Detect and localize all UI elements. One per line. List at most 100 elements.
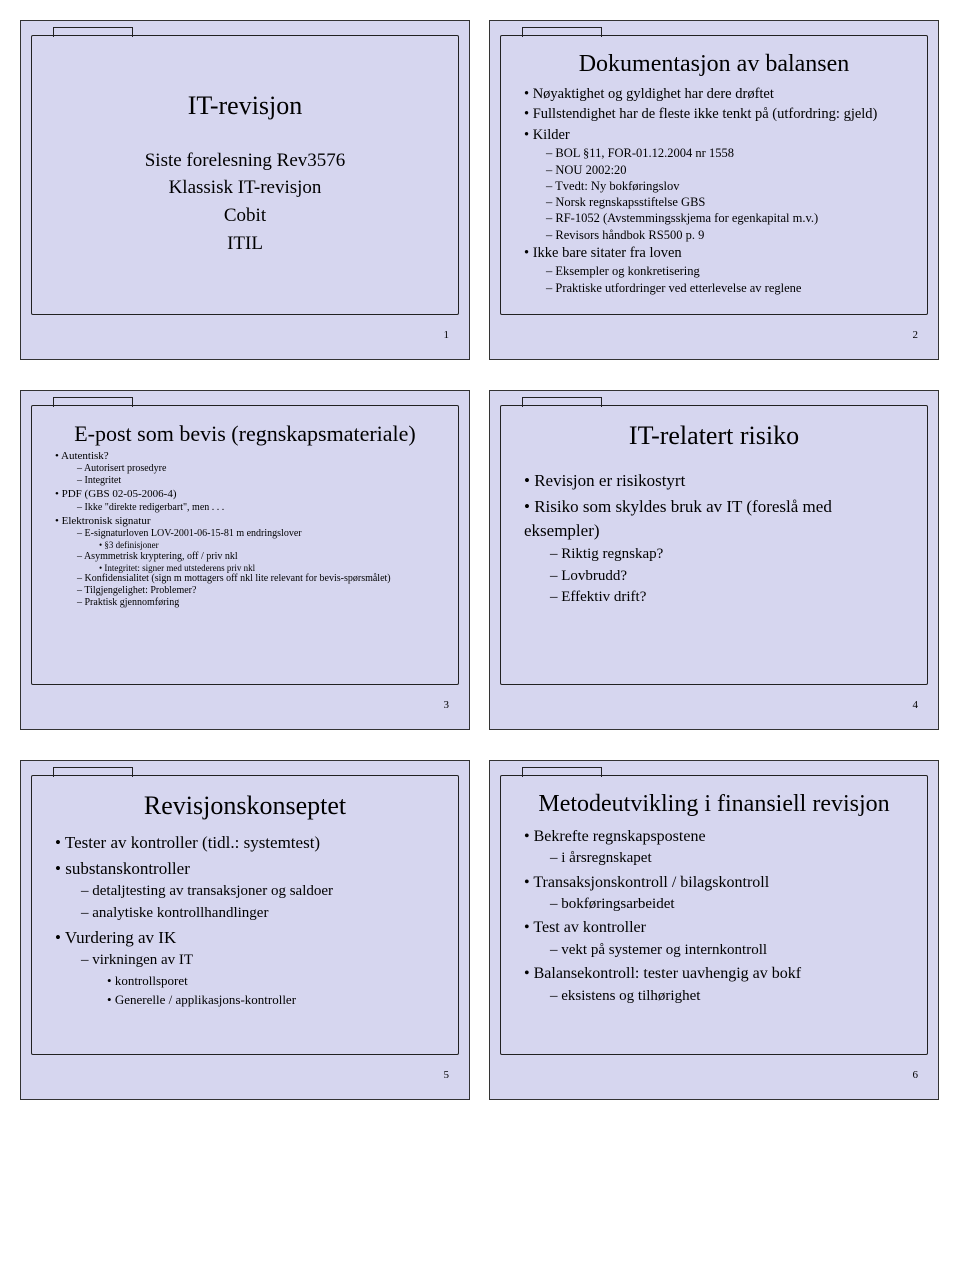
slide-content: IT-relatert risiko Revisjon er risikosty… — [504, 409, 924, 691]
bullet-list: Tester av kontroller (tidl.: systemtest)… — [49, 831, 441, 1010]
bullet-list: Autentisk? Autorisert prosedyre Integrit… — [49, 450, 441, 609]
bullet: Transaksjonskontroll / bilagskontroll bo… — [524, 871, 910, 916]
page-number: 3 — [444, 699, 450, 711]
sub-bullet: Praktiske utfordringer ved etterlevelse … — [546, 280, 910, 296]
slide-tab-decoration — [522, 767, 602, 777]
bullet: Balansekontroll: tester uavhengig av bok… — [524, 962, 910, 1007]
sub2-bullet-list: Integritet: signer med utstederens priv … — [77, 563, 441, 574]
slide-4: IT-relatert risiko Revisjon er risikosty… — [489, 390, 939, 730]
page-number: 1 — [444, 329, 450, 341]
subtitle-line: ITIL — [49, 230, 441, 258]
sub-bullet: Riktig regnskap? — [550, 544, 910, 566]
sub2-bullet-list: kontrollsporet Generelle / applikasjons-… — [81, 972, 441, 1010]
bullet-list: Nøyaktighet og gyldighet har dere drøfte… — [518, 85, 910, 296]
sub2-bullet: Generelle / applikasjons-kontroller — [107, 991, 441, 1010]
bullet-list: Bekrefte regnskapspostene i årsregnskape… — [518, 825, 910, 1008]
sub2-bullet: Integritet: signer med utstederens priv … — [99, 563, 441, 574]
sub-bullet: Ikke "direkte redigerbart", men . . . — [77, 502, 441, 514]
sub-bullet-list: Ikke "direkte redigerbart", men . . . — [55, 502, 441, 514]
sub-bullet: Autorisert prosedyre — [77, 463, 441, 475]
sub2-bullet-list: §3 definisjoner — [77, 540, 441, 551]
bullet-text: Elektronisk signatur — [62, 515, 151, 527]
bullet: Autentisk? Autorisert prosedyre Integrit… — [55, 450, 441, 487]
bullet: Test av kontroller vekt på systemer og i… — [524, 916, 910, 961]
sub-bullet: Konfidensialitet (sign m mottagers off n… — [77, 573, 441, 585]
bullet-text: substanskontroller — [65, 859, 190, 878]
bullet: Ikke bare sitater fra loven Eksempler og… — [524, 244, 910, 296]
sub-bullet-list: Eksempler og konkretisering Praktiske ut… — [524, 263, 910, 296]
bullet-text: Kilder — [533, 127, 570, 143]
slide-tab-decoration — [53, 767, 133, 777]
slide-title: Metodeutvikling i finansiell revisjon — [518, 791, 910, 819]
slide-content: Metodeutvikling i finansiell revisjon Be… — [504, 779, 924, 1061]
slide-content: E-post som bevis (regnskapsmateriale) Au… — [35, 409, 455, 691]
sub-bullet: detaljtesting av transaksjoner og saldoe… — [81, 881, 441, 903]
sub2-bullet: kontrollsporet — [107, 972, 441, 991]
bullet: Fullstendighet har de fleste ikke tenkt … — [524, 105, 910, 125]
subtitle-line: Siste forelesning Rev3576 — [49, 147, 441, 175]
sub-bullet: Integritet — [77, 475, 441, 487]
slide-content: Revisjonskonseptet Tester av kontroller … — [35, 779, 455, 1061]
sub-bullet-list: Autorisert prosedyre Integritet — [55, 463, 441, 487]
slide-3: E-post som bevis (regnskapsmateriale) Au… — [20, 390, 470, 730]
bullet: Risiko som skyldes bruk av IT (foreslå m… — [524, 495, 910, 610]
sub-bullet-list: bokføringsarbeidet — [524, 894, 910, 916]
sub-bullet: Eksempler og konkretisering — [546, 263, 910, 279]
sub-bullet: virkningen av IT kontrollsporet Generell… — [81, 950, 441, 1009]
slide-6: Metodeutvikling i finansiell revisjon Be… — [489, 760, 939, 1100]
subtitle-block: Siste forelesning Rev3576 Klassisk IT-re… — [49, 147, 441, 257]
slide-content: Dokumentasjon av balansen Nøyaktighet og… — [504, 39, 924, 321]
sub-bullet: Praktisk gjennomføring — [77, 597, 441, 609]
sub-bullet: BOL §11, FOR-01.12.2004 nr 1558 — [546, 145, 910, 161]
bullet-text: Bekrefte regnskapspostene — [534, 828, 706, 845]
sub-bullet: Norsk regnskapsstiftelse GBS — [546, 194, 910, 210]
sub-bullet: vekt på systemer og internkontroll — [550, 940, 910, 962]
sub-bullet: NOU 2002:20 — [546, 162, 910, 178]
sub-bullet: Lovbrudd? — [550, 566, 910, 588]
slide-title: E-post som bevis (regnskapsmateriale) — [49, 421, 441, 446]
sub-bullet-list: i årsregnskapet — [524, 848, 910, 870]
slide-tab-decoration — [522, 27, 602, 37]
sub-bullet-list: E-signaturloven LOV-2001-06-15-81 m endr… — [55, 528, 441, 610]
sub-bullet-list: Riktig regnskap? Lovbrudd? Effektiv drif… — [524, 544, 910, 609]
bullet-text: Ikke bare sitater fra loven — [533, 245, 682, 261]
sub-bullet-list: vekt på systemer og internkontroll — [524, 940, 910, 962]
bullet: Kilder BOL §11, FOR-01.12.2004 nr 1558 N… — [524, 126, 910, 243]
sub-bullet-text: virkningen av IT — [92, 952, 193, 968]
bullet: Vurdering av IK virkningen av IT kontrol… — [55, 926, 441, 1010]
bullet: PDF (GBS 02-05-2006-4) Ikke "direkte red… — [55, 488, 441, 513]
slide-tab-decoration — [53, 27, 133, 37]
bullet: Revisjon er risikostyrt — [524, 469, 910, 494]
bullet-list: Revisjon er risikostyrt Risiko som skyld… — [518, 469, 910, 609]
slide-2: Dokumentasjon av balansen Nøyaktighet og… — [489, 20, 939, 360]
bullet: Nøyaktighet og gyldighet har dere drøfte… — [524, 85, 910, 105]
slide-content: IT-revisjon Siste forelesning Rev3576 Kl… — [35, 39, 455, 321]
sub-bullet-list: eksistens og tilhørighet — [524, 986, 910, 1008]
bullet-text: Test av kontroller — [533, 919, 646, 936]
sub-bullet-list: BOL §11, FOR-01.12.2004 nr 1558 NOU 2002… — [524, 145, 910, 243]
sub-bullet: bokføringsarbeidet — [550, 894, 910, 916]
page-number: 4 — [913, 699, 919, 711]
sub-bullet-text: Asymmetrisk kryptering, off / priv nkl — [84, 551, 238, 562]
bullet-text: Vurdering av IK — [65, 928, 176, 947]
sub-bullet: Revisors håndbok RS500 p. 9 — [546, 227, 910, 243]
sub-bullet: Tvedt: Ny bokføringslov — [546, 178, 910, 194]
sub-bullet-list: virkningen av IT kontrollsporet Generell… — [55, 950, 441, 1009]
bullet-text: Transaksjonskontroll / bilagskontroll — [533, 874, 769, 891]
slide-title: Revisjonskonseptet — [49, 791, 441, 821]
sub-bullet: Asymmetrisk kryptering, off / priv nkl I… — [77, 551, 441, 574]
sub2-bullet: §3 definisjoner — [99, 540, 441, 551]
slide-title: IT-relatert risiko — [518, 421, 910, 451]
slide-tab-decoration — [522, 397, 602, 407]
page-number: 6 — [913, 1069, 919, 1081]
sub-bullet: Effektiv drift? — [550, 587, 910, 609]
subtitle-line: Cobit — [49, 202, 441, 230]
bullet-text: PDF (GBS 02-05-2006-4) — [62, 488, 177, 500]
slide-grid: IT-revisjon Siste forelesning Rev3576 Kl… — [20, 20, 940, 1100]
bullet: Tester av kontroller (tidl.: systemtest) — [55, 831, 441, 856]
sub-bullet-text: E-signaturloven LOV-2001-06-15-81 m endr… — [85, 528, 302, 539]
sub-bullet: analytiske kontrollhandlinger — [81, 903, 441, 925]
bullet-text: Balansekontroll: tester uavhengig av bok… — [534, 965, 801, 982]
bullet-text: Autentisk? — [61, 450, 109, 462]
bullet: Elektronisk signatur E-signaturloven LOV… — [55, 515, 441, 610]
